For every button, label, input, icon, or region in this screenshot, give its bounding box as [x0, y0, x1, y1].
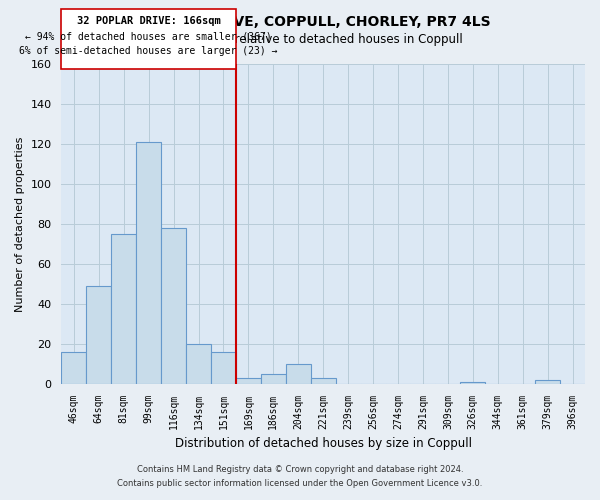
Bar	[535, 380, 560, 384]
Text: Size of property relative to detached houses in Coppull: Size of property relative to detached ho…	[137, 32, 463, 46]
Bar	[460, 382, 485, 384]
Bar	[211, 352, 236, 384]
Bar	[186, 344, 211, 384]
Bar	[161, 228, 186, 384]
Bar	[261, 374, 286, 384]
Bar	[236, 378, 261, 384]
Text: ← 94% of detached houses are smaller (367): ← 94% of detached houses are smaller (36…	[25, 31, 272, 41]
Text: 32, POPLAR DRIVE, COPPULL, CHORLEY, PR7 4LS: 32, POPLAR DRIVE, COPPULL, CHORLEY, PR7 …	[109, 15, 491, 29]
X-axis label: Distribution of detached houses by size in Coppull: Distribution of detached houses by size …	[175, 437, 472, 450]
Bar	[111, 234, 136, 384]
Bar	[136, 142, 161, 384]
Text: Contains HM Land Registry data © Crown copyright and database right 2024.
Contai: Contains HM Land Registry data © Crown c…	[118, 466, 482, 487]
Bar	[61, 352, 86, 384]
Text: 32 POPLAR DRIVE: 166sqm: 32 POPLAR DRIVE: 166sqm	[77, 16, 221, 26]
Bar	[311, 378, 335, 384]
Y-axis label: Number of detached properties: Number of detached properties	[15, 136, 25, 312]
Bar	[86, 286, 111, 384]
Bar	[286, 364, 311, 384]
Text: 6% of semi-detached houses are larger (23) →: 6% of semi-detached houses are larger (2…	[19, 46, 278, 56]
